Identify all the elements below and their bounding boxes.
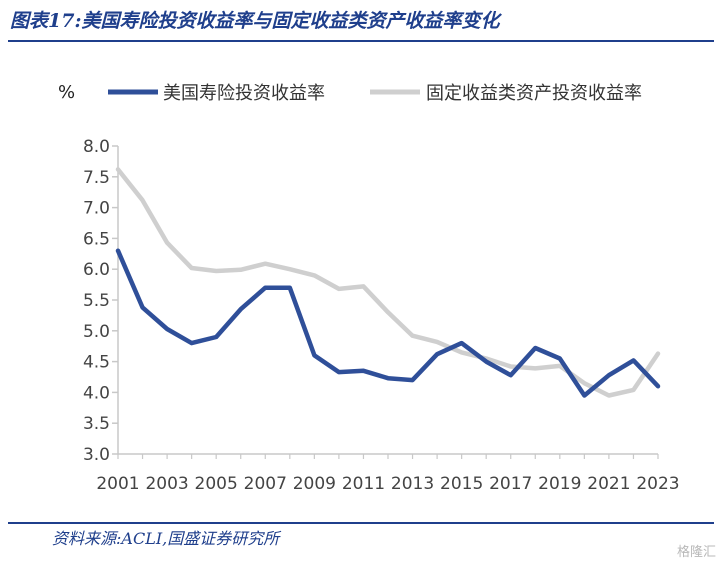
- legend-label-series-2: 固定收益类资产投资收益率: [426, 83, 642, 104]
- x-tick-label: 2009: [293, 474, 336, 494]
- y-tick-label: 6.5: [83, 229, 110, 249]
- x-tick-label: 2017: [489, 474, 532, 494]
- x-tick-label: 2023: [636, 474, 679, 494]
- y-tick-label: 3.5: [83, 414, 110, 434]
- axes: 3.0 3.5 4.0 4.5 5.0 5.5 6.0 6.5 7.0 7.5 8.0 2001 200…: [83, 137, 680, 494]
- y-tick-label: 6.0: [83, 260, 110, 280]
- x-tick-label: 2013: [391, 474, 434, 494]
- watermark-logo: 格隆汇: [676, 545, 716, 560]
- source-note: 资料来源:ACLI,国盛证券研究所: [52, 529, 280, 548]
- y-tick-label: 7.0: [83, 199, 110, 219]
- legend: 美国寿险投资收益率 固定收益类资产投资收益率: [108, 83, 642, 104]
- x-tick-label: 2015: [440, 474, 483, 494]
- y-tick-label: 7.5: [83, 168, 110, 188]
- footer-rule: [8, 522, 714, 524]
- y-tick-label: 4.0: [83, 383, 110, 403]
- title-rule: [8, 40, 714, 42]
- x-tick-label: 2011: [342, 474, 385, 494]
- x-tick-label: 2003: [145, 474, 188, 494]
- y-tick-label: 5.0: [83, 322, 110, 342]
- y-unit-label: %: [58, 82, 75, 103]
- y-tick-label: 8.0: [83, 137, 110, 157]
- x-tick-label: 2019: [538, 474, 581, 494]
- series-line-2: [115, 167, 661, 398]
- x-tick-label: 2001: [96, 474, 139, 494]
- legend-label-series-1: 美国寿险投资收益率: [163, 83, 325, 104]
- series-layer: [115, 167, 661, 398]
- x-tick-label: 2007: [244, 474, 287, 494]
- y-tick-label: 4.5: [83, 353, 110, 373]
- figure-title: 图表17:美国寿险投资收益率与固定收益类资产收益率变化: [10, 10, 500, 32]
- x-tick-label: 2005: [195, 474, 238, 494]
- x-tick-label: 2021: [587, 474, 630, 494]
- y-tick-label: 3.0: [83, 445, 110, 465]
- series-line-1: [115, 248, 661, 398]
- y-tick-label: 5.5: [83, 291, 110, 311]
